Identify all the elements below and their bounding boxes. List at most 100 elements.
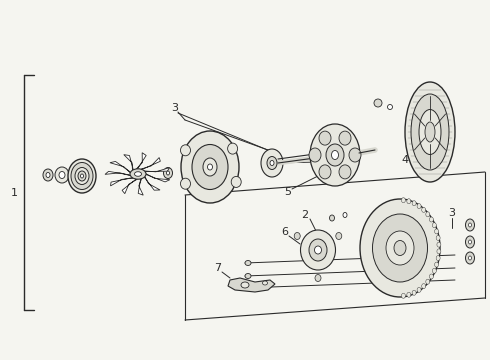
Ellipse shape: [294, 233, 300, 239]
Ellipse shape: [437, 242, 441, 247]
Ellipse shape: [468, 240, 471, 244]
Ellipse shape: [164, 167, 172, 179]
Ellipse shape: [466, 236, 474, 248]
Ellipse shape: [43, 169, 53, 181]
Ellipse shape: [267, 157, 277, 170]
Text: 4: 4: [401, 155, 409, 165]
Text: 7: 7: [215, 263, 221, 273]
Text: 5: 5: [285, 187, 292, 197]
Ellipse shape: [332, 150, 339, 159]
Ellipse shape: [417, 287, 421, 292]
Ellipse shape: [394, 240, 406, 256]
Ellipse shape: [310, 124, 360, 186]
Ellipse shape: [411, 94, 449, 170]
Text: 2: 2: [301, 210, 309, 220]
Ellipse shape: [429, 274, 433, 279]
Ellipse shape: [319, 165, 331, 179]
Ellipse shape: [468, 256, 471, 260]
Ellipse shape: [241, 282, 249, 288]
Ellipse shape: [55, 167, 69, 183]
Polygon shape: [105, 171, 130, 176]
Ellipse shape: [360, 199, 440, 297]
Ellipse shape: [203, 158, 217, 176]
Text: 6: 6: [281, 227, 289, 237]
Polygon shape: [138, 179, 143, 195]
Ellipse shape: [75, 167, 89, 185]
Polygon shape: [124, 155, 133, 170]
Polygon shape: [122, 179, 137, 194]
Polygon shape: [145, 176, 160, 190]
Ellipse shape: [435, 229, 439, 234]
Ellipse shape: [426, 212, 430, 217]
Ellipse shape: [437, 249, 441, 254]
Ellipse shape: [374, 99, 382, 107]
Ellipse shape: [326, 144, 344, 166]
Ellipse shape: [412, 201, 416, 206]
Polygon shape: [110, 161, 130, 173]
Ellipse shape: [401, 198, 405, 203]
Ellipse shape: [386, 231, 414, 265]
Ellipse shape: [432, 268, 436, 273]
Polygon shape: [141, 158, 160, 170]
Ellipse shape: [245, 285, 251, 291]
Ellipse shape: [78, 171, 86, 181]
Text: 1: 1: [10, 188, 18, 198]
Ellipse shape: [315, 274, 321, 282]
Ellipse shape: [228, 143, 238, 154]
Ellipse shape: [71, 162, 93, 189]
Ellipse shape: [315, 246, 321, 254]
Ellipse shape: [401, 293, 405, 298]
Ellipse shape: [261, 149, 283, 177]
Ellipse shape: [130, 169, 146, 179]
Ellipse shape: [435, 262, 439, 267]
Polygon shape: [228, 278, 275, 292]
Ellipse shape: [329, 215, 335, 221]
Ellipse shape: [343, 212, 347, 217]
Ellipse shape: [422, 207, 426, 212]
Ellipse shape: [339, 165, 351, 179]
Ellipse shape: [319, 131, 331, 145]
Ellipse shape: [429, 217, 433, 222]
Ellipse shape: [245, 274, 251, 279]
Ellipse shape: [405, 82, 455, 182]
Ellipse shape: [207, 164, 213, 170]
Ellipse shape: [426, 279, 430, 284]
Ellipse shape: [181, 131, 239, 203]
Ellipse shape: [339, 131, 351, 145]
Ellipse shape: [192, 144, 228, 189]
Ellipse shape: [180, 178, 191, 189]
Ellipse shape: [407, 199, 411, 204]
Ellipse shape: [425, 122, 435, 142]
Ellipse shape: [349, 148, 361, 162]
Ellipse shape: [436, 235, 440, 240]
Ellipse shape: [263, 281, 268, 285]
Ellipse shape: [180, 145, 191, 156]
Ellipse shape: [231, 176, 241, 188]
Text: 3: 3: [172, 103, 178, 113]
Ellipse shape: [417, 204, 421, 209]
Ellipse shape: [432, 223, 436, 228]
Ellipse shape: [422, 284, 426, 289]
Ellipse shape: [46, 172, 50, 177]
Ellipse shape: [68, 159, 96, 193]
Ellipse shape: [309, 239, 327, 261]
Ellipse shape: [167, 171, 170, 175]
Ellipse shape: [59, 171, 65, 179]
Text: 3: 3: [448, 208, 456, 218]
Ellipse shape: [466, 252, 474, 264]
Ellipse shape: [300, 230, 336, 270]
Ellipse shape: [372, 214, 427, 282]
Ellipse shape: [412, 290, 416, 295]
Ellipse shape: [270, 161, 274, 166]
Polygon shape: [145, 168, 170, 172]
Polygon shape: [111, 177, 133, 186]
Ellipse shape: [468, 223, 471, 227]
Ellipse shape: [336, 233, 342, 239]
Ellipse shape: [80, 174, 83, 178]
Ellipse shape: [245, 261, 251, 266]
Ellipse shape: [134, 172, 142, 176]
Ellipse shape: [419, 109, 441, 154]
Polygon shape: [146, 174, 170, 182]
Ellipse shape: [436, 256, 440, 261]
Ellipse shape: [309, 148, 321, 162]
